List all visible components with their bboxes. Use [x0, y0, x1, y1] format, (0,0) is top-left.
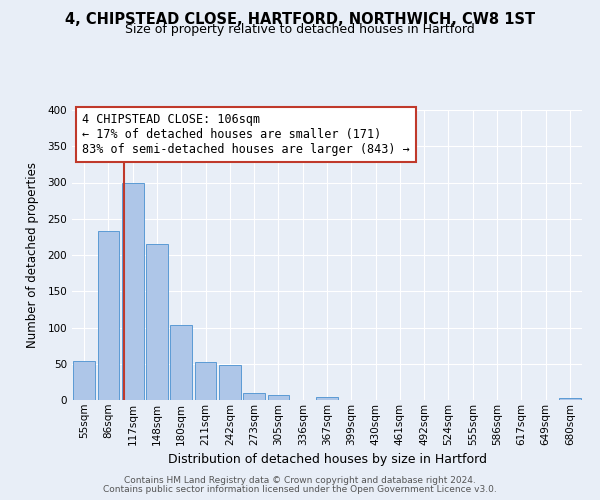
Bar — [559, 398, 581, 400]
Bar — [268, 395, 289, 400]
Bar — [219, 365, 241, 400]
Bar — [73, 361, 95, 400]
X-axis label: Distribution of detached houses by size in Hartford: Distribution of detached houses by size … — [167, 453, 487, 466]
Bar — [243, 393, 265, 400]
Text: 4 CHIPSTEAD CLOSE: 106sqm
← 17% of detached houses are smaller (171)
83% of semi: 4 CHIPSTEAD CLOSE: 106sqm ← 17% of detac… — [82, 113, 410, 156]
Bar — [194, 362, 217, 400]
Text: 4, CHIPSTEAD CLOSE, HARTFORD, NORTHWICH, CW8 1ST: 4, CHIPSTEAD CLOSE, HARTFORD, NORTHWICH,… — [65, 12, 535, 28]
Bar — [97, 231, 119, 400]
Bar — [146, 244, 168, 400]
Bar — [316, 397, 338, 400]
Bar — [122, 183, 143, 400]
Text: Contains HM Land Registry data © Crown copyright and database right 2024.: Contains HM Land Registry data © Crown c… — [124, 476, 476, 485]
Y-axis label: Number of detached properties: Number of detached properties — [26, 162, 39, 348]
Text: Size of property relative to detached houses in Hartford: Size of property relative to detached ho… — [125, 22, 475, 36]
Bar — [170, 326, 192, 400]
Text: Contains public sector information licensed under the Open Government Licence v3: Contains public sector information licen… — [103, 484, 497, 494]
